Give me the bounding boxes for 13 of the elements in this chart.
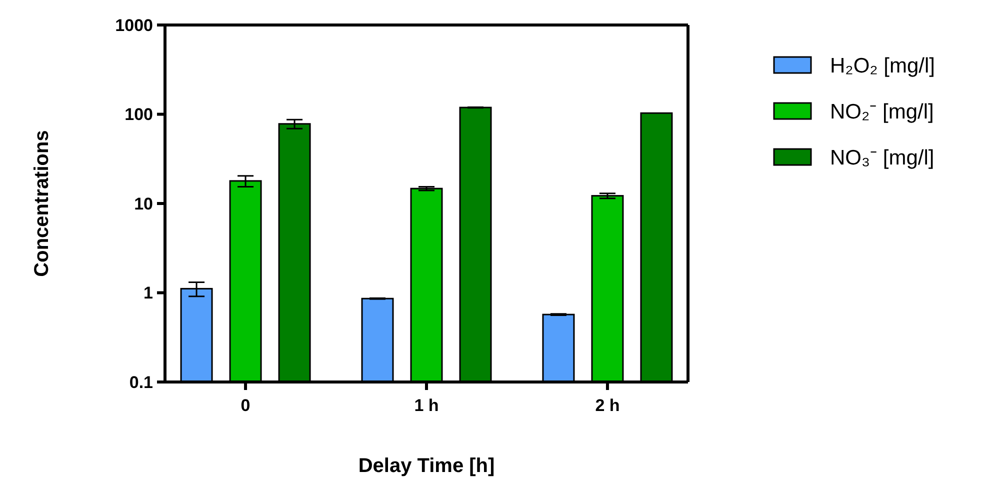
y-axis-title: Concentrations [31, 130, 53, 277]
y-tick-label: 0.1 [129, 372, 153, 392]
legend-label: NO₃⁻ [mg/l] [830, 146, 934, 170]
x-axis-title: Delay Time [h] [358, 455, 495, 477]
y-tick-label: 10 [134, 194, 153, 214]
y-tick-label: 1 [144, 284, 153, 303]
y-tick-label: 100 [124, 105, 153, 124]
x-tick-label: 1 h [414, 396, 439, 415]
y-tick-label: 1000 [115, 16, 153, 35]
x-tick-label: 0 [240, 396, 250, 415]
legend-label: NO₂⁻ [mg/l] [830, 100, 934, 124]
x-tick-label: 2 h [595, 396, 620, 415]
legend-label: H₂O₂ [mg/l] [830, 54, 935, 78]
